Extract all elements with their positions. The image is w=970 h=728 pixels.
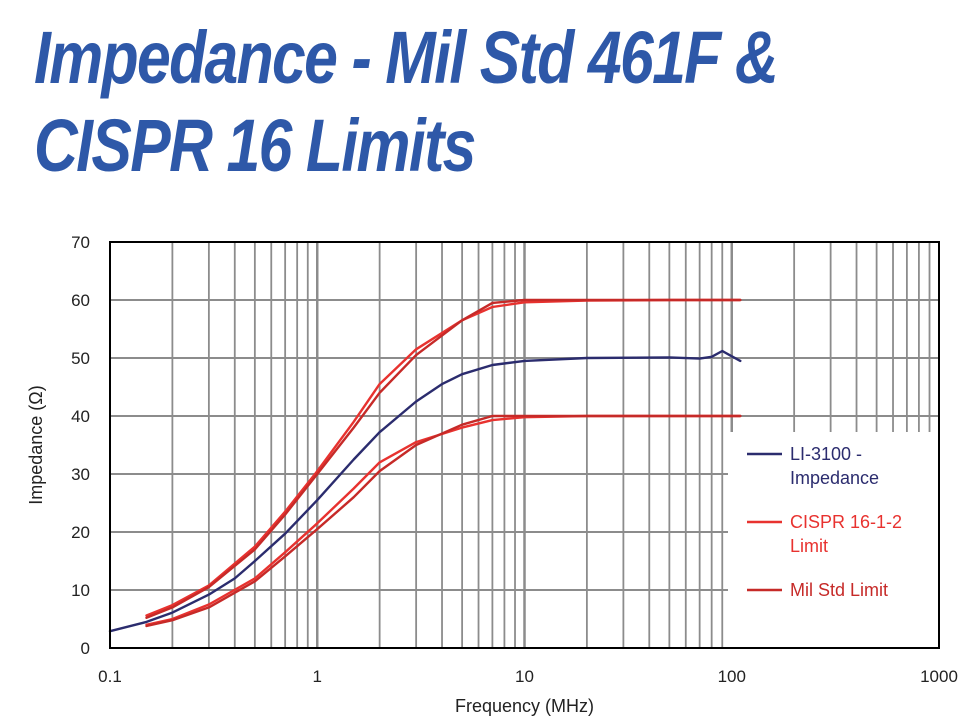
title-line-2: CISPR 16 Limits [34,104,476,187]
series-line-2 [145,414,742,626]
y-tick-label: 20 [71,523,90,542]
y-tick-label: 70 [71,233,90,252]
legend-label: CISPR 16-1-2 [790,512,902,532]
y-tick-label: 50 [71,349,90,368]
x-tick-label: 0.1 [98,667,122,686]
x-tick-label: 1000 [920,667,958,686]
y-axis-title: Impedance (Ω) [26,385,46,505]
y-tick-label: 40 [71,407,90,426]
chart-tick-labels: 0.1 1 10 100 1000 0 10 20 30 40 50 60 70 [71,233,958,686]
title-line-1: Impedance - Mil Std 461F & [34,16,779,99]
series-line-3 [145,298,742,619]
legend-label: Mil Std Limit [790,580,888,600]
legend-label: Impedance [790,468,879,488]
legend-box [728,432,938,647]
legend-label: LI-3100 - [790,444,862,464]
y-tick-label: 30 [71,465,90,484]
series-line-4 [145,414,742,628]
chart-series [108,298,742,633]
x-tick-label: 1 [313,667,322,686]
x-tick-label: 100 [718,667,746,686]
series-line-0 [108,349,742,633]
legend-label: Limit [790,536,828,556]
y-tick-label: 10 [71,581,90,600]
x-axis-title: Frequency (MHz) [455,696,594,716]
y-tick-label: 60 [71,291,90,310]
plot-frame [109,241,940,649]
page-title: Impedance - Mil Std 461F & CISPR 16 Limi… [34,14,779,190]
x-tick-label: 10 [515,667,534,686]
y-tick-label: 0 [81,639,90,658]
chart-legend: LI-3100 - Impedance CISPR 16-1-2 Limit Mil S… [728,432,938,647]
